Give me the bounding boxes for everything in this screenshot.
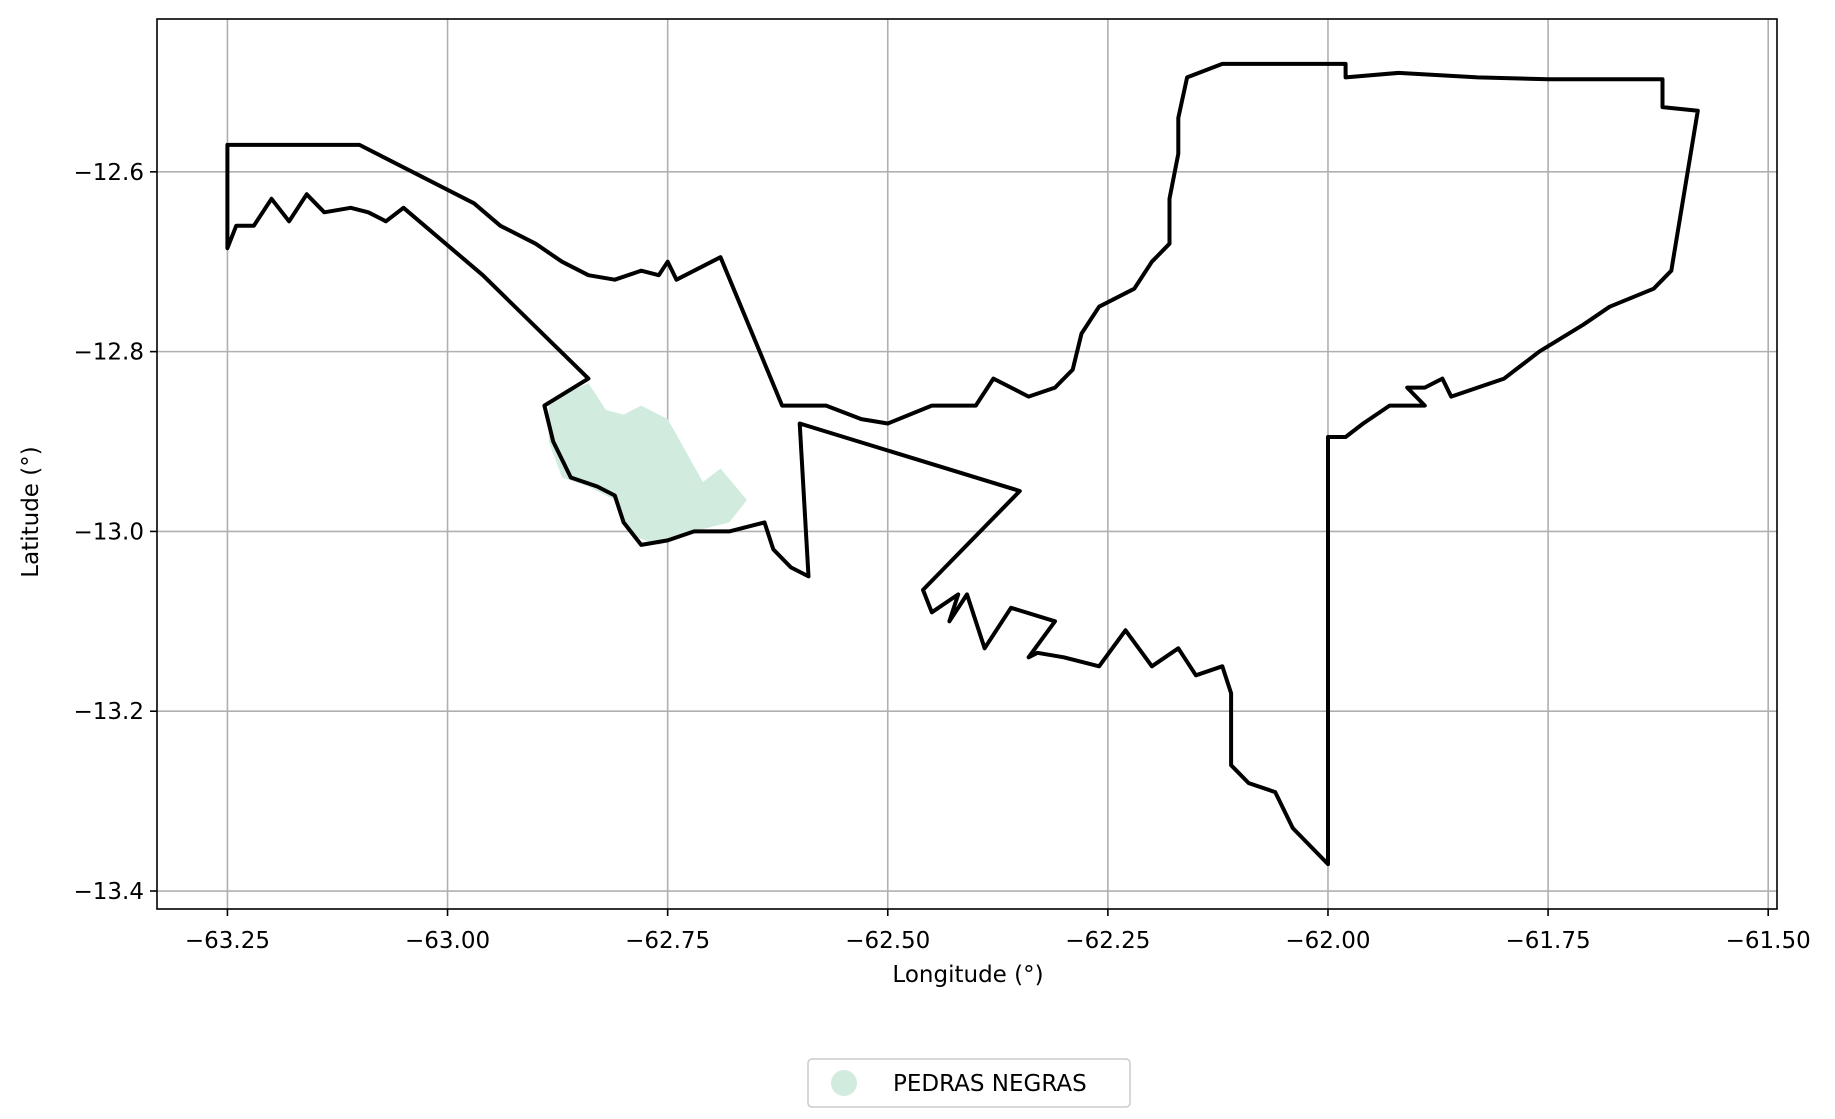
region-pedras-negras[interactable]: [548, 383, 747, 545]
region-fills: [548, 383, 747, 545]
legend-label: PEDRAS NEGRAS: [893, 1071, 1087, 1097]
outline-boundary: [225, 61, 1700, 867]
x-tick-label: −62.50: [845, 928, 930, 954]
plot-frame: [156, 18, 1778, 910]
x-tick-label: −61.75: [1506, 928, 1591, 954]
x-tick-label: −62.25: [1065, 928, 1150, 954]
legend: PEDRAS NEGRAS: [807, 1058, 1131, 1108]
x-tick-label: −63.25: [185, 928, 270, 954]
y-tick-label: −12.8: [74, 340, 144, 366]
x-axis-title: Longitude (°): [892, 962, 1043, 988]
municipality-outline: [225, 61, 1700, 867]
y-tick-label: −13.0: [74, 519, 144, 545]
x-tick-label: −62.00: [1285, 928, 1370, 954]
y-tick-label: −12.6: [74, 160, 144, 186]
x-tick-label: −61.50: [1726, 928, 1811, 954]
y-tick-label: −13.4: [74, 879, 144, 905]
legend-box: [807, 1058, 1131, 1108]
y-axis-title: Latitude (°): [18, 446, 44, 577]
x-tick-label: −63.00: [405, 928, 490, 954]
y-tick-label: −13.2: [74, 699, 144, 725]
legend-swatch: [831, 1070, 857, 1096]
axis-ticks: −63.25 −63.00 −62.75 −62.50 −62.25 −62.00 −61.…: [74, 160, 1811, 954]
x-tick-label: −62.75: [625, 928, 710, 954]
